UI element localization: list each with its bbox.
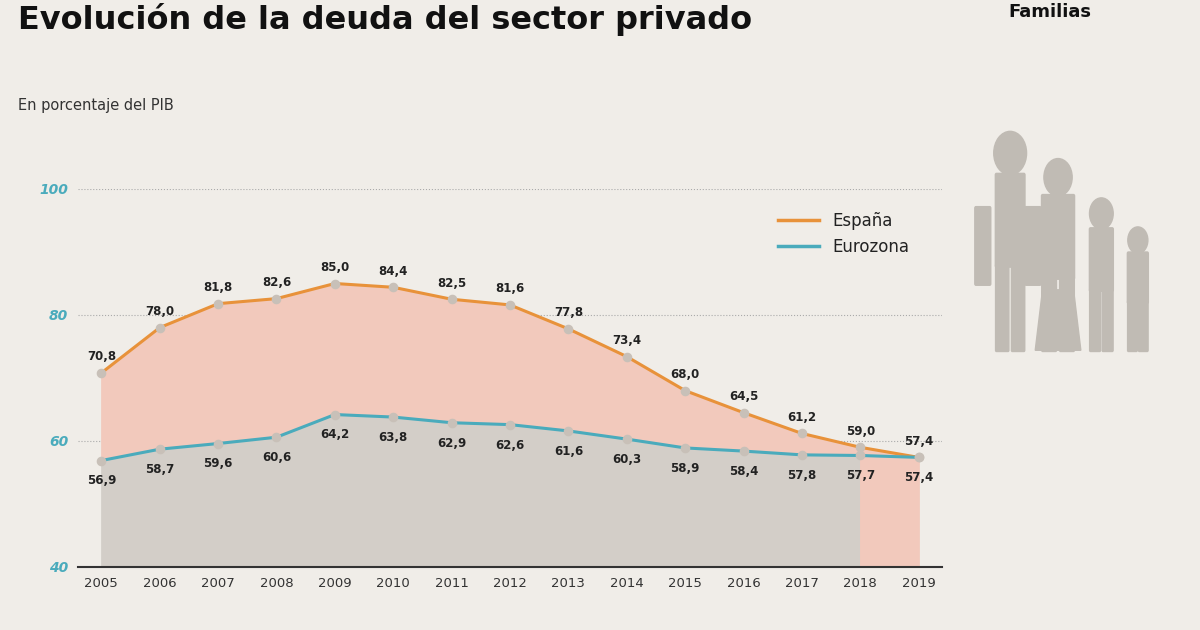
Text: Familias: Familias	[1008, 3, 1092, 21]
Point	[559, 426, 578, 436]
Text: 60,6: 60,6	[262, 451, 292, 464]
FancyBboxPatch shape	[1090, 289, 1100, 352]
Text: 81,8: 81,8	[204, 281, 233, 294]
Circle shape	[994, 131, 1026, 175]
Circle shape	[1090, 198, 1114, 229]
Text: 63,8: 63,8	[379, 431, 408, 444]
Point	[150, 323, 169, 333]
Text: Evolución de la deuda del sector privado: Evolución de la deuda del sector privado	[18, 3, 752, 36]
FancyBboxPatch shape	[974, 207, 991, 285]
FancyBboxPatch shape	[1102, 289, 1114, 352]
Text: 78,0: 78,0	[145, 305, 174, 318]
Text: 58,4: 58,4	[728, 465, 758, 478]
FancyBboxPatch shape	[1128, 301, 1138, 352]
Text: 70,8: 70,8	[86, 350, 116, 364]
FancyBboxPatch shape	[1042, 195, 1074, 279]
Text: 77,8: 77,8	[554, 306, 583, 319]
Text: 58,9: 58,9	[671, 462, 700, 475]
Point	[266, 432, 286, 442]
Text: 61,6: 61,6	[553, 445, 583, 458]
Text: 84,4: 84,4	[378, 265, 408, 278]
Text: 57,7: 57,7	[846, 469, 875, 483]
Point	[734, 446, 754, 456]
Text: 62,6: 62,6	[496, 438, 524, 452]
Circle shape	[1044, 159, 1072, 196]
Point	[384, 282, 403, 292]
Point	[734, 408, 754, 418]
Point	[617, 434, 636, 444]
Point	[266, 294, 286, 304]
Point	[910, 452, 929, 462]
Point	[442, 294, 461, 304]
FancyBboxPatch shape	[1012, 265, 1025, 352]
Point	[209, 438, 228, 449]
Point	[384, 412, 403, 422]
Point	[676, 443, 695, 453]
Point	[325, 410, 344, 420]
Text: En porcentaje del PIB: En porcentaje del PIB	[18, 98, 174, 113]
Text: 57,8: 57,8	[787, 469, 816, 482]
Text: 58,7: 58,7	[145, 463, 174, 476]
Text: 56,9: 56,9	[86, 474, 116, 488]
FancyBboxPatch shape	[1042, 277, 1056, 352]
Text: 57,4: 57,4	[904, 471, 934, 484]
Point	[150, 444, 169, 454]
Point	[851, 442, 870, 452]
Text: 62,9: 62,9	[437, 437, 467, 450]
FancyBboxPatch shape	[1139, 301, 1148, 352]
Text: 73,4: 73,4	[612, 334, 641, 347]
Point	[91, 368, 110, 378]
Text: 61,2: 61,2	[787, 411, 816, 424]
Point	[792, 450, 811, 460]
Point	[209, 299, 228, 309]
Polygon shape	[1036, 290, 1081, 350]
Legend: España, Eurozona: España, Eurozona	[772, 205, 917, 263]
Point	[559, 324, 578, 334]
Text: 64,2: 64,2	[320, 428, 349, 442]
Text: 59,0: 59,0	[846, 425, 875, 438]
Point	[500, 420, 520, 430]
FancyBboxPatch shape	[1025, 207, 1040, 285]
FancyBboxPatch shape	[995, 173, 1025, 267]
Text: 64,5: 64,5	[728, 390, 758, 403]
Text: 59,6: 59,6	[204, 457, 233, 471]
Point	[442, 418, 461, 428]
Point	[91, 455, 110, 466]
FancyBboxPatch shape	[1060, 277, 1074, 352]
Text: 82,5: 82,5	[437, 277, 467, 290]
Text: 85,0: 85,0	[320, 261, 349, 274]
Point	[325, 278, 344, 289]
Point	[910, 452, 929, 462]
Text: 81,6: 81,6	[496, 282, 524, 295]
Point	[676, 386, 695, 396]
Text: 68,0: 68,0	[671, 368, 700, 381]
FancyBboxPatch shape	[1127, 252, 1148, 304]
Point	[500, 300, 520, 310]
Point	[851, 450, 870, 461]
Text: 82,6: 82,6	[262, 276, 292, 289]
FancyBboxPatch shape	[996, 265, 1009, 352]
FancyBboxPatch shape	[1090, 228, 1114, 291]
Text: 57,4: 57,4	[904, 435, 934, 448]
Circle shape	[1128, 227, 1148, 253]
Point	[792, 428, 811, 438]
Point	[617, 352, 636, 362]
Text: 60,3: 60,3	[612, 453, 641, 466]
